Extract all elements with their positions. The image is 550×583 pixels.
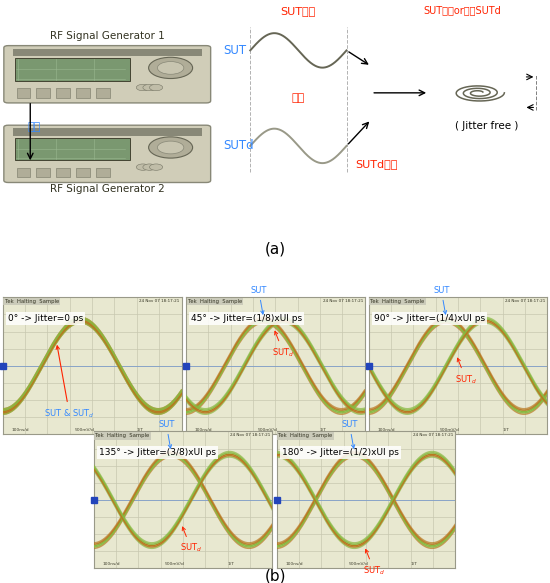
Bar [76,88,90,97]
Text: 24 Nov 07 18:17:21: 24 Nov 07 18:17:21 [414,434,454,437]
Text: SUT領前: SUT領前 [280,6,316,16]
Text: SUT領前or落後SUTd: SUT領前or落後SUTd [423,6,501,16]
Text: 500mV/d: 500mV/d [440,427,460,431]
Text: 同相: 同相 [292,93,305,103]
Text: Tek  Halting  Sample: Tek Halting Sample [278,434,333,438]
FancyBboxPatch shape [4,45,211,103]
Text: SUT: SUT [158,420,174,448]
Text: 1/T: 1/T [411,561,417,566]
Text: Tek  Halting  Sample: Tek Halting Sample [188,300,242,304]
Text: SUT: SUT [341,420,358,448]
Bar [56,88,70,97]
Circle shape [143,164,156,170]
Bar [13,128,202,136]
Bar [16,88,30,97]
Text: 100ns/d: 100ns/d [12,427,29,431]
Text: 45° -> Jitter=(1/8)xUI ps: 45° -> Jitter=(1/8)xUI ps [191,314,302,323]
Text: 500mV/d: 500mV/d [74,427,94,431]
Circle shape [143,85,156,91]
Text: RF Signal Generator 2: RF Signal Generator 2 [50,184,164,194]
Bar [16,168,30,177]
Bar [36,168,50,177]
Text: SUT: SUT [433,286,449,314]
Text: Tek  Halting  Sample: Tek Halting Sample [95,434,150,438]
FancyBboxPatch shape [4,125,211,182]
Text: 24 Nov 07 18:17:21: 24 Nov 07 18:17:21 [505,300,546,303]
Circle shape [148,137,192,158]
Text: Tek  Halting  Sample: Tek Halting Sample [4,300,59,304]
Text: SUT$_d$: SUT$_d$ [180,527,202,554]
Bar [15,138,130,160]
Text: Tek  Halting  Sample: Tek Halting Sample [370,300,425,304]
Text: SUT$_d$: SUT$_d$ [272,331,295,359]
Text: 同步: 同步 [28,122,41,132]
Text: 180° -> Jitter=(1/2)xUI ps: 180° -> Jitter=(1/2)xUI ps [282,448,399,457]
Circle shape [157,62,184,74]
Circle shape [136,164,150,170]
Text: SUT$_d$: SUT$_d$ [363,549,386,577]
Text: SUT: SUT [223,44,246,57]
Text: 24 Nov 07 18:17:21: 24 Nov 07 18:17:21 [230,434,271,437]
Text: RF Signal Generator 1: RF Signal Generator 1 [50,31,164,41]
Text: 24 Nov 07 18:17:21: 24 Nov 07 18:17:21 [323,300,363,303]
Text: ( Jitter free ): ( Jitter free ) [455,121,519,131]
Circle shape [150,164,163,170]
Text: 90° -> Jitter=(1/4)xUI ps: 90° -> Jitter=(1/4)xUI ps [374,314,485,323]
Text: SUT$_d$: SUT$_d$ [455,358,477,385]
Circle shape [148,57,192,79]
Text: 100ns/d: 100ns/d [195,427,212,431]
Bar [15,58,130,80]
Text: (b): (b) [264,568,286,583]
Text: SUT: SUT [250,286,267,314]
Text: 0° -> Jitter=0 ps: 0° -> Jitter=0 ps [8,314,84,323]
Bar [96,168,109,177]
Circle shape [150,85,163,91]
Text: SUT & SUT$_d$: SUT & SUT$_d$ [44,346,95,420]
Text: (a): (a) [265,242,285,257]
Bar [96,88,109,97]
Text: SUTd: SUTd [223,139,254,152]
Text: 135° -> Jitter=(3/8)xUI ps: 135° -> Jitter=(3/8)xUI ps [99,448,216,457]
Text: 100ns/d: 100ns/d [285,561,303,566]
Text: 1/T: 1/T [503,427,509,431]
Text: 24 Nov 07 18:17:21: 24 Nov 07 18:17:21 [140,300,180,303]
Text: 1/T: 1/T [320,427,327,431]
Text: 1/T: 1/T [137,427,144,431]
Text: 100ns/d: 100ns/d [377,427,395,431]
Text: SUTd領前: SUTd領前 [355,160,398,170]
Circle shape [157,141,184,154]
Circle shape [136,85,150,91]
Bar [36,88,50,97]
Bar [76,168,90,177]
Text: 500mV/d: 500mV/d [348,561,368,566]
Text: 100ns/d: 100ns/d [102,561,120,566]
Text: 1/T: 1/T [228,561,234,566]
Bar [13,49,202,56]
Text: 500mV/d: 500mV/d [165,561,185,566]
Bar [56,168,70,177]
Text: 500mV/d: 500mV/d [257,427,277,431]
